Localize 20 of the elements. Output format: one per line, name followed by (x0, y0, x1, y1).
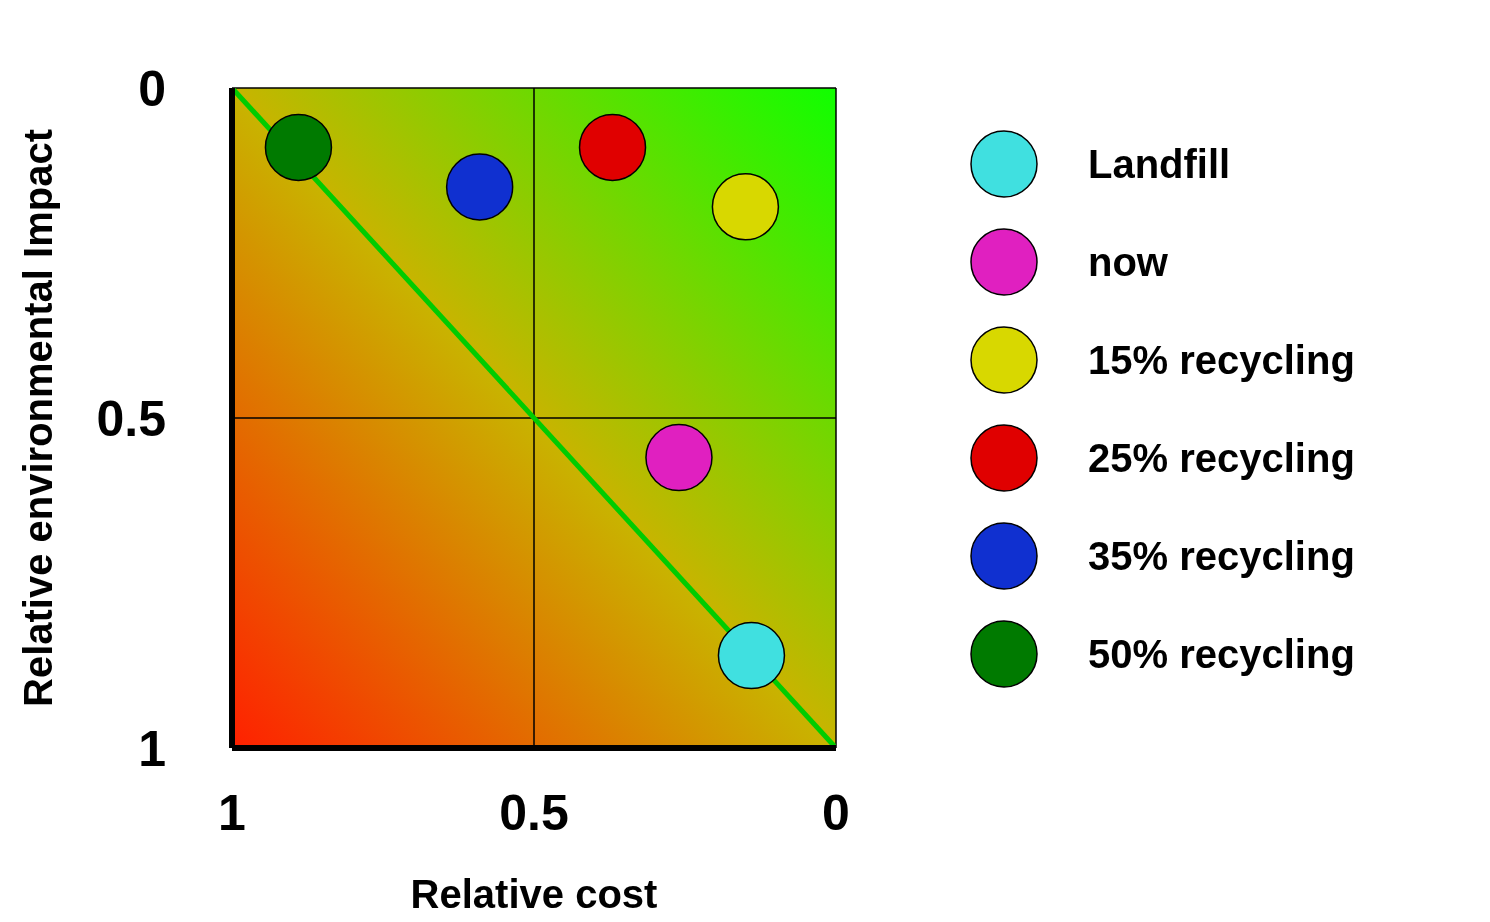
point (645, 423, 713, 492)
legend-label: Landfill (1088, 141, 1231, 187)
y-axis-title: Relative environmental Impact (16, 129, 61, 707)
x-tick-label: 0 (822, 784, 850, 841)
legend-label: 35% recycling (1088, 533, 1355, 579)
point (711, 173, 780, 241)
x-tick-label: 1 (218, 784, 246, 841)
y-tick-label: 0 (138, 60, 166, 117)
point (264, 113, 333, 182)
x-axis-title: Relative cost (410, 872, 658, 916)
legend-label: 25% recycling (1088, 435, 1355, 481)
x-tick-label: 0.5 (499, 784, 569, 841)
legend-label: now (1088, 239, 1168, 285)
legend-label: 50% recycling (1088, 631, 1355, 677)
point (578, 113, 647, 182)
y-tick-label: 0.5 (96, 390, 166, 447)
point (445, 153, 514, 221)
point (717, 621, 786, 690)
y-tick-label: 1 (138, 720, 166, 777)
legend-label: 15% recycling (1088, 337, 1355, 383)
